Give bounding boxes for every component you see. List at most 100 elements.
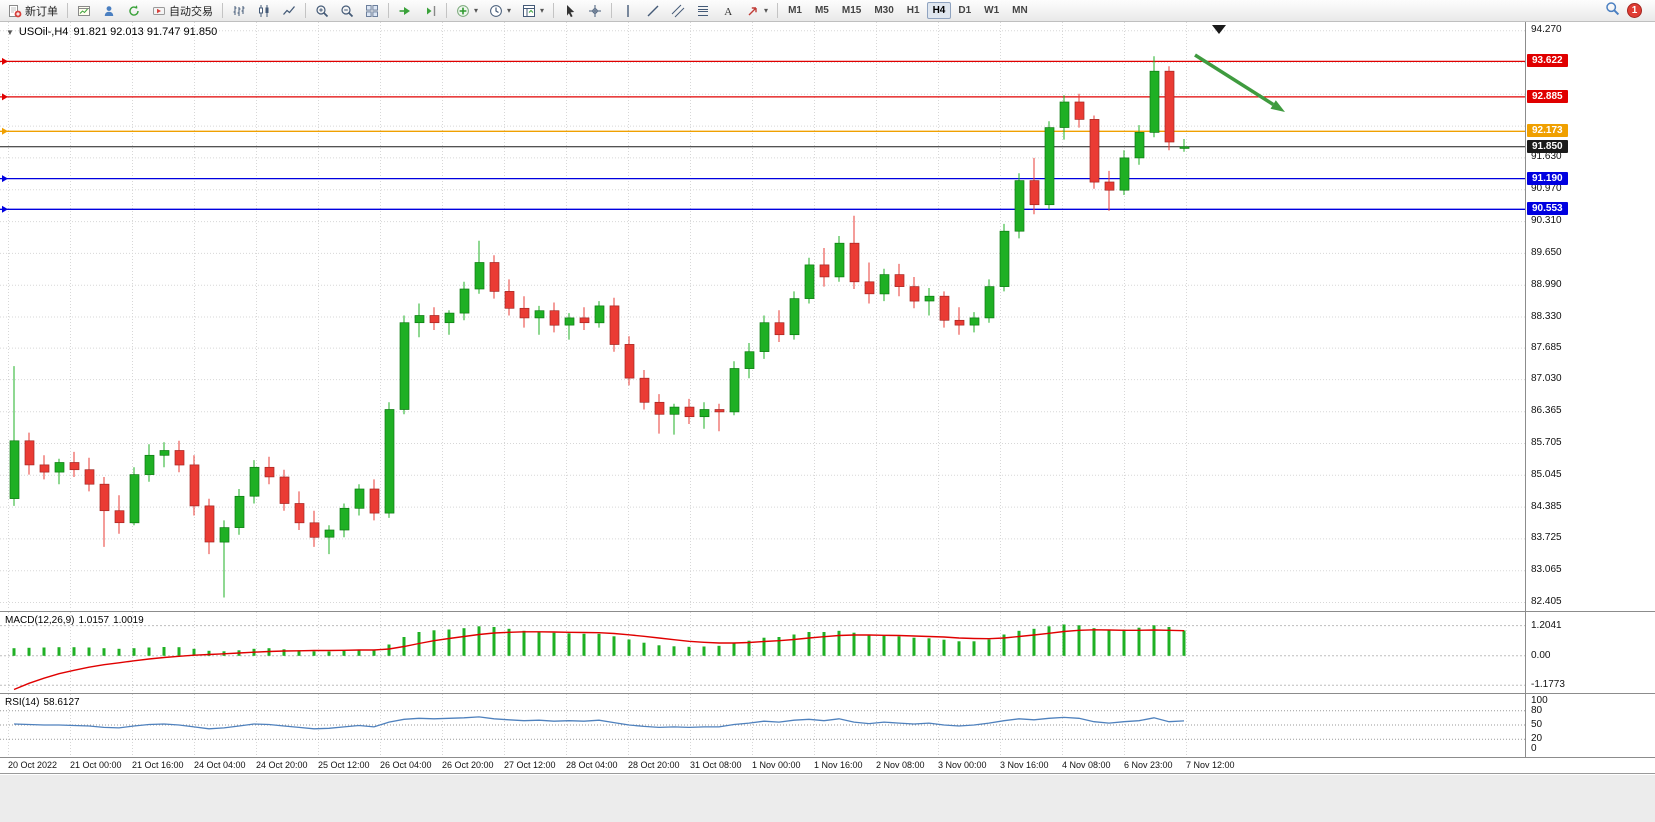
line-chart-icon [282,4,296,18]
refresh-icon[interactable] [122,1,146,21]
rsi-label: RSI(14) 58.6127 [5,697,84,708]
price-tick: 90.970 [1531,183,1562,195]
symbol-period-label: USOil-,H4 [18,26,69,38]
channel-icon[interactable] [666,1,690,21]
timeframe-w1-button[interactable]: W1 [984,5,1000,16]
templates-icon[interactable]: ▾ [517,1,549,21]
timeframe-m5-button[interactable]: M5 [814,5,829,16]
price-tick: 94.270 [1531,24,1562,36]
arrows-icon[interactable]: ▾ [741,1,773,21]
chevron-down-icon: ▾ [507,6,512,15]
chart-title: ▼ USOil-,H4 91.821 92.013 91.747 91.850 [6,26,217,38]
time-label: 6 Nov 23:00 [1124,760,1173,770]
indicators-icon[interactable]: ▾ [451,1,483,21]
autotrading-button[interactable]: 自动交易 [147,1,218,21]
periods-icon[interactable]: ▾ [484,1,516,21]
macd-panel: 1.2041 0.00 -1.1773 MACD(12,26,9) 1.0157 1.0… [0,612,1655,694]
current-price-label: 91.850 [1527,139,1568,153]
ohlc-readout: 91.821 92.013 91.747 91.850 [73,26,218,38]
new-chart-icon[interactable] [72,1,96,21]
search-icon[interactable] [1605,1,1620,21]
main-price-chart[interactable] [0,22,1525,610]
chevron-down-icon: ▾ [474,6,479,15]
time-label: 4 Nov 08:00 [1062,760,1111,770]
macd-signal-value: 1.0019 [113,615,144,626]
toolbar-separator [305,3,306,18]
notification-badge[interactable]: 1 [1627,3,1642,18]
time-label: 25 Oct 12:00 [318,760,370,770]
trendline-icon[interactable] [641,1,665,21]
auto-scroll-icon[interactable] [393,1,417,21]
timeframe-m1-button[interactable]: M1 [788,5,802,16]
text-icon[interactable]: A [716,1,740,21]
time-label: 26 Oct 20:00 [442,760,494,770]
zoom-in-icon [315,4,329,18]
time-label: 21 Oct 00:00 [70,760,122,770]
rsi-chart[interactable] [0,694,1525,756]
price-tick: 88.990 [1531,278,1562,290]
macd-axis[interactable]: 1.2041 0.00 -1.1773 [1525,612,1655,693]
toolbar-separator [446,3,447,18]
toolbar: 新订单 自动交易 ▾ ▾ ▾ A ▾ M1 M5 M15 M30 H1 H4 D1 W1 MN 1 [0,0,1655,22]
candlestick-chart-icon[interactable] [252,1,276,21]
time-label: 27 Oct 12:00 [504,760,556,770]
zoom-in-icon[interactable] [310,1,334,21]
price-axis[interactable]: 94.270 91.630 90.970 90.310 89.650 88.990 88.3… [1525,22,1655,611]
timeframe-m30-button[interactable]: M30 [874,5,894,16]
chart-shift-icon[interactable] [418,1,442,21]
new-order-button[interactable]: 新订单 [3,1,63,21]
macd-tick: -1.1773 [1531,679,1565,691]
vertical-line-icon[interactable] [616,1,640,21]
hline-price-label: 91.190 [1527,171,1568,185]
profiles-icon [102,4,116,18]
profiles-icon[interactable] [97,1,121,21]
time-label: 31 Oct 08:00 [690,760,742,770]
macd-name: MACD(12,26,9) [5,615,75,626]
rsi-tick: 20 [1531,733,1543,745]
hline-price-label: 93.622 [1527,54,1568,68]
toolbar-separator [777,3,779,18]
macd-tick: 0.00 [1531,649,1551,661]
price-tick: 83.065 [1531,564,1562,576]
price-tick: 89.650 [1531,246,1562,258]
macd-chart[interactable] [0,612,1525,692]
timeframe-d1-button[interactable]: D1 [958,5,972,16]
timeframe-mn-button[interactable]: MN [1012,5,1028,16]
price-tick: 83.725 [1531,532,1562,544]
time-axis[interactable]: 20 Oct 2022 21 Oct 00:00 21 Oct 16:00 24 Oc… [0,758,1655,774]
price-tick: 86.365 [1531,405,1562,417]
new-order-label: 新订单 [25,5,58,18]
one-click-trading-expander[interactable]: ▼ [6,27,14,37]
templates-icon [522,4,536,18]
rsi-axis[interactable]: 100 80 50 20 0 [1525,694,1655,757]
crosshair-icon[interactable] [583,1,607,21]
toolbar-separator [611,3,613,18]
tile-windows-icon[interactable] [360,1,384,21]
new-order-icon [8,4,22,18]
cursor-icon[interactable] [558,1,582,21]
vertical-line-icon [621,4,635,18]
price-tick: 88.330 [1531,310,1562,322]
time-label: 2 Nov 08:00 [876,760,925,770]
price-tick: 84.385 [1531,500,1562,512]
zoom-out-icon[interactable] [335,1,359,21]
bar-chart-icon[interactable] [227,1,251,21]
line-chart-icon[interactable] [277,1,301,21]
trend-arrow-annotation[interactable] [1194,53,1285,112]
periods-icon [489,4,503,18]
price-tick: 87.685 [1531,341,1562,353]
cursor-icon [563,4,577,18]
channel-icon [671,4,685,18]
price-tick: 91.630 [1531,151,1562,163]
timeframe-h4-button[interactable]: H4 [926,2,952,19]
rsi-tick: 100 [1531,695,1548,707]
fibonacci-icon[interactable] [691,1,715,21]
timeframe-h1-button[interactable]: H1 [906,5,920,16]
timeframe-m15-button[interactable]: M15 [841,5,862,16]
time-label: 24 Oct 04:00 [194,760,246,770]
autotrading-label: 自动交易 [169,5,213,18]
toolbar-separator [388,3,389,18]
hline-price-label: 92.885 [1527,89,1568,103]
time-label: 1 Nov 16:00 [814,760,863,770]
candlestick-chart-icon [257,4,271,18]
